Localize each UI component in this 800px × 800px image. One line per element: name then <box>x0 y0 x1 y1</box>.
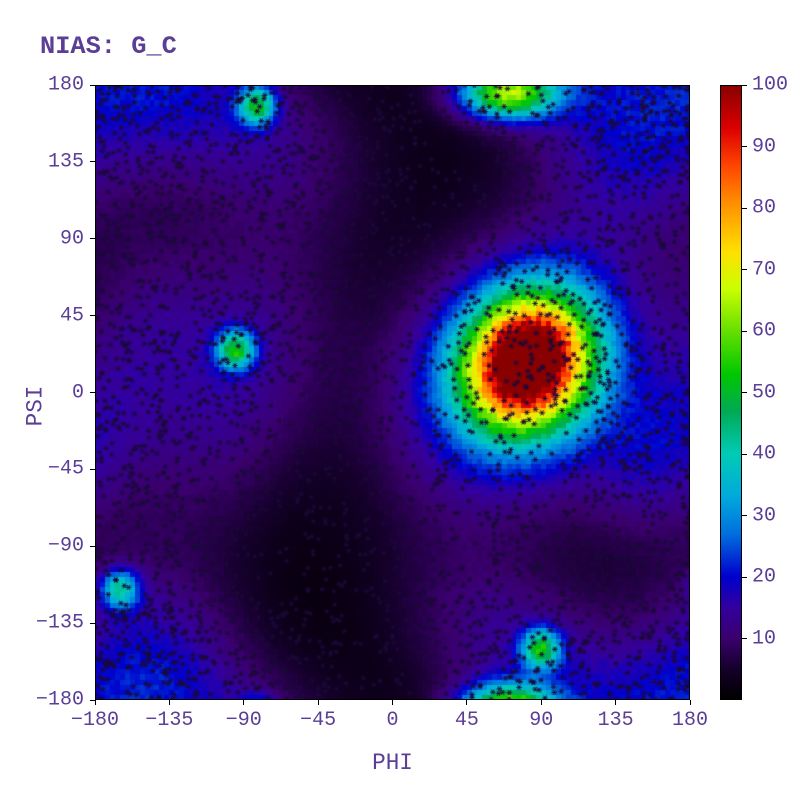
tick-label: 90 <box>60 227 84 250</box>
tick-label: 135 <box>48 150 84 173</box>
tick-label: −180 <box>36 689 84 712</box>
x-tick <box>392 700 393 705</box>
tick-label: 0 <box>72 381 84 404</box>
colorbar-tick <box>742 515 747 516</box>
y-tick <box>90 623 95 624</box>
tick-label: 50 <box>752 381 776 404</box>
tick-label: 90 <box>752 135 776 158</box>
colorbar <box>720 85 742 700</box>
colorbar-tick <box>742 146 747 147</box>
tick-label: −135 <box>36 612 84 635</box>
colorbar-tick <box>742 577 747 578</box>
x-tick <box>95 700 96 705</box>
tick-label: −45 <box>300 709 336 732</box>
tick-label: 45 <box>60 304 84 327</box>
colorbar-tick <box>742 638 747 639</box>
tick-label: 80 <box>752 197 776 220</box>
colorbar-tick <box>742 454 747 455</box>
figure: NIAS: G_C PHI PSI −180 −135 −90 −45 0 45 90 135… <box>0 0 800 800</box>
tick-label: 180 <box>48 74 84 97</box>
chart-title: NIAS: G_C <box>40 32 177 61</box>
x-axis-label: PHI <box>372 750 413 776</box>
x-tick <box>615 700 616 705</box>
y-tick <box>90 392 95 393</box>
heatmap-canvas <box>95 85 690 700</box>
tick-label: 20 <box>752 566 776 589</box>
colorbar-tick <box>742 392 747 393</box>
x-tick <box>318 700 319 705</box>
tick-label: −90 <box>226 709 262 732</box>
tick-label: 70 <box>752 258 776 281</box>
tick-label: 100 <box>752 74 788 97</box>
y-axis-label: PSI <box>22 385 48 426</box>
colorbar-tick <box>742 208 747 209</box>
x-tick <box>243 700 244 705</box>
tick-label: 180 <box>672 709 708 732</box>
tick-label: 10 <box>752 627 776 650</box>
colorbar-tick <box>742 331 747 332</box>
tick-label: 45 <box>455 709 479 732</box>
y-tick <box>90 469 95 470</box>
tick-label: 40 <box>752 443 776 466</box>
y-tick <box>90 238 95 239</box>
tick-label: 60 <box>752 320 776 343</box>
tick-label: −180 <box>71 709 119 732</box>
tick-label: −135 <box>145 709 193 732</box>
y-tick <box>90 161 95 162</box>
y-tick <box>90 85 95 86</box>
colorbar-tick <box>742 85 747 86</box>
y-tick <box>90 315 95 316</box>
x-tick <box>169 700 170 705</box>
tick-label: 0 <box>386 709 398 732</box>
x-tick <box>690 700 691 705</box>
tick-label: 135 <box>598 709 634 732</box>
tick-label: 90 <box>529 709 553 732</box>
x-tick <box>541 700 542 705</box>
tick-label: −90 <box>48 535 84 558</box>
y-tick <box>90 700 95 701</box>
colorbar-canvas <box>720 85 742 700</box>
colorbar-tick <box>742 269 747 270</box>
tick-label: −45 <box>48 458 84 481</box>
y-tick <box>90 546 95 547</box>
tick-label: 30 <box>752 504 776 527</box>
x-tick <box>466 700 467 705</box>
